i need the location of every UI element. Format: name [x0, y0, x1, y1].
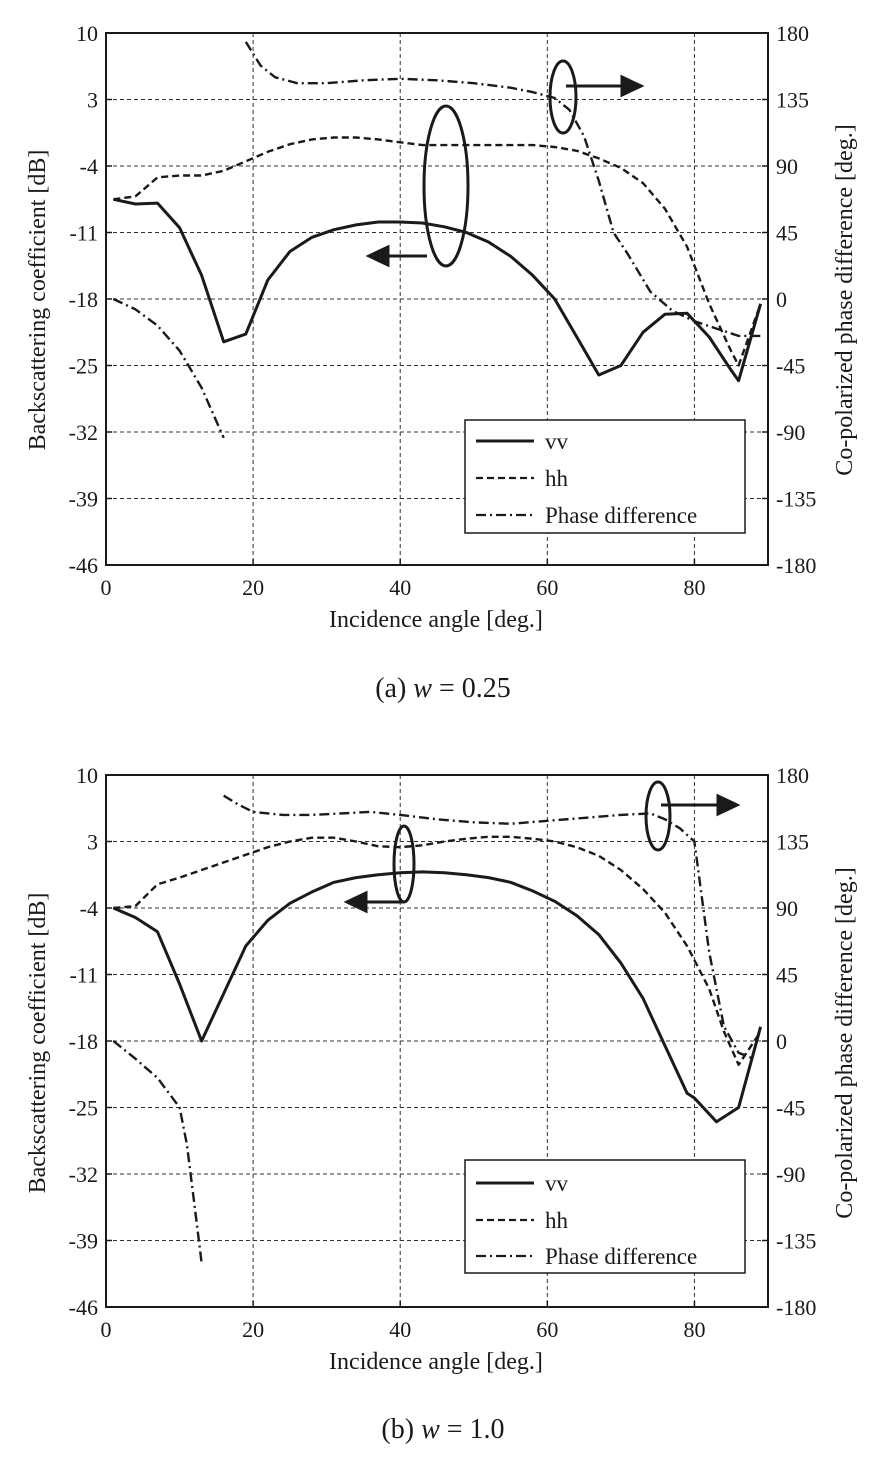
y2-tick-label: -45 — [776, 1096, 805, 1121]
legend-b: vv hh Phase difference — [464, 1159, 746, 1274]
y2-tick-label: -45 — [776, 354, 805, 379]
arrowhead-icon — [716, 793, 741, 817]
y2-tick-label: -90 — [776, 1162, 805, 1187]
y2-axis-label: Co-polarized phase difference [deg.] — [832, 867, 858, 1218]
caption-b: (b) w = 1.0 — [381, 1414, 504, 1445]
annotation-arrows-a — [365, 59, 645, 268]
y-tick-label: 3 — [87, 830, 98, 855]
y-tick-label: -18 — [69, 287, 98, 312]
y-axis-label: Backscattering coefficient [dB] — [25, 893, 51, 1194]
loop-icon — [548, 59, 578, 135]
ticks-a: 0 20 40 60 80 10 3 -4 -11 -18 -25 -32 -39 -46 180 135 90… — [69, 21, 817, 600]
x-tick-label: 40 — [389, 1317, 411, 1342]
series-line-phase-difference — [112, 1040, 203, 1263]
y-axis-label: Backscattering coefficient [dB] — [25, 150, 51, 451]
annotation-arrows-b — [343, 780, 741, 914]
y2-tick-label: 180 — [776, 21, 809, 46]
y2-tick-label: -180 — [776, 553, 816, 578]
panel-a: vv hh Phase difference 0 20 40 60 80 10 3 -4 -11… — [25, 21, 858, 704]
y-tick-label: -4 — [80, 896, 98, 921]
y-tick-label: 10 — [76, 21, 98, 46]
y-tick-label: -11 — [69, 963, 98, 988]
series-line-hh — [113, 835, 762, 1067]
y2-tick-label: 90 — [776, 896, 798, 921]
arrowhead-icon — [620, 74, 645, 98]
y2-axis-label: Co-polarized phase difference [deg.] — [832, 124, 858, 475]
x-tick-label: 20 — [242, 575, 264, 600]
y-tick-label: -25 — [69, 354, 98, 379]
y2-tick-label: 90 — [776, 154, 798, 179]
y-tick-label: -18 — [69, 1029, 98, 1054]
y-tick-label: -39 — [69, 487, 98, 512]
y-tick-label: -46 — [69, 1295, 98, 1320]
legend-label-vv: vv — [545, 1171, 569, 1196]
x-tick-label: 0 — [101, 575, 112, 600]
series-line-hh — [113, 136, 762, 367]
y-tick-label: -46 — [69, 553, 98, 578]
panel-b: vv hh Phase difference 0 20 40 60 80 10 3 -4 -11… — [25, 763, 858, 1445]
series-line-phase-difference — [112, 297, 225, 439]
y-tick-label: -4 — [80, 154, 98, 179]
y2-tick-label: -135 — [776, 1229, 816, 1254]
legend-label-vv: vv — [545, 429, 569, 454]
y-tick-label: -11 — [69, 221, 98, 246]
loop-icon — [392, 824, 416, 904]
y2-tick-label: 45 — [776, 963, 798, 988]
y2-tick-label: -135 — [776, 487, 816, 512]
series-line-vv — [112, 870, 763, 1124]
legend-box — [464, 1159, 746, 1274]
series-line-phase-difference — [244, 41, 761, 338]
loop-icon — [422, 104, 470, 268]
y2-tick-label: 45 — [776, 221, 798, 246]
y2-tick-label: -90 — [776, 420, 805, 445]
curves-a — [112, 41, 763, 439]
x-tick-label: 80 — [683, 1317, 705, 1342]
ticks-b: 0 20 40 60 80 10 3 -4 -11 -18 -25 -32 -39 -46 180 135 90… — [69, 763, 817, 1342]
arrowhead-icon — [365, 244, 390, 268]
caption-a: (a) w = 0.25 — [375, 673, 511, 704]
y2-tick-label: 0 — [776, 1029, 787, 1054]
legend-label-phase: Phase difference — [545, 1244, 697, 1269]
series-line-phase-difference — [223, 794, 754, 1060]
legend-label-hh: hh — [545, 1208, 569, 1233]
x-tick-label: 20 — [242, 1317, 264, 1342]
x-tick-label: 80 — [683, 575, 705, 600]
y2-tick-label: 135 — [776, 830, 809, 855]
x-axis-label: Incidence angle [deg.] — [329, 1349, 543, 1375]
arrowhead-icon — [343, 890, 368, 914]
y2-tick-label: 135 — [776, 88, 809, 113]
curves-b — [112, 794, 763, 1263]
y-tick-label: -39 — [69, 1229, 98, 1254]
y-tick-label: -32 — [69, 1162, 98, 1187]
y-tick-label: 3 — [87, 88, 98, 113]
loop-icon — [644, 780, 672, 852]
y2-tick-label: -180 — [776, 1295, 816, 1320]
x-tick-label: 60 — [536, 575, 558, 600]
y-tick-label: -25 — [69, 1096, 98, 1121]
legend-label-phase: Phase difference — [545, 503, 697, 528]
x-tick-label: 40 — [389, 575, 411, 600]
legend-label-hh: hh — [545, 466, 569, 491]
y2-tick-label: 0 — [776, 287, 787, 312]
series-line-vv — [113, 197, 763, 383]
y-tick-label: 10 — [76, 763, 98, 788]
y-tick-label: -32 — [69, 420, 98, 445]
x-tick-label: 60 — [536, 1317, 558, 1342]
x-tick-label: 0 — [101, 1317, 112, 1342]
legend-a: vv hh Phase difference — [464, 419, 746, 534]
x-axis-label: Incidence angle [deg.] — [329, 607, 543, 633]
y2-tick-label: 180 — [776, 763, 809, 788]
